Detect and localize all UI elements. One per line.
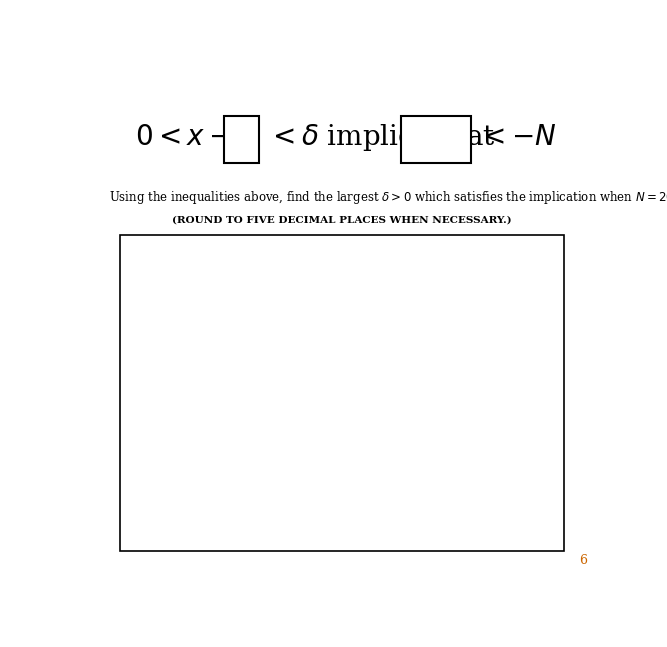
Text: (ROUND TO FIVE DECIMAL PLACES WHEN NECESSARY.): (ROUND TO FIVE DECIMAL PLACES WHEN NECES… — [172, 215, 512, 224]
Text: $0 < x -$: $0 < x -$ — [135, 124, 231, 151]
Bar — [119, 235, 564, 551]
Text: $< - N$: $< - N$ — [478, 124, 556, 151]
Text: 6: 6 — [580, 554, 588, 567]
Text: $< \delta$ implies that: $< \delta$ implies that — [267, 122, 496, 153]
Bar — [402, 116, 471, 163]
Text: Using the inequalities above, find the largest $\delta > 0$ which satisfies the : Using the inequalities above, find the l… — [109, 189, 667, 206]
Bar — [224, 116, 259, 163]
